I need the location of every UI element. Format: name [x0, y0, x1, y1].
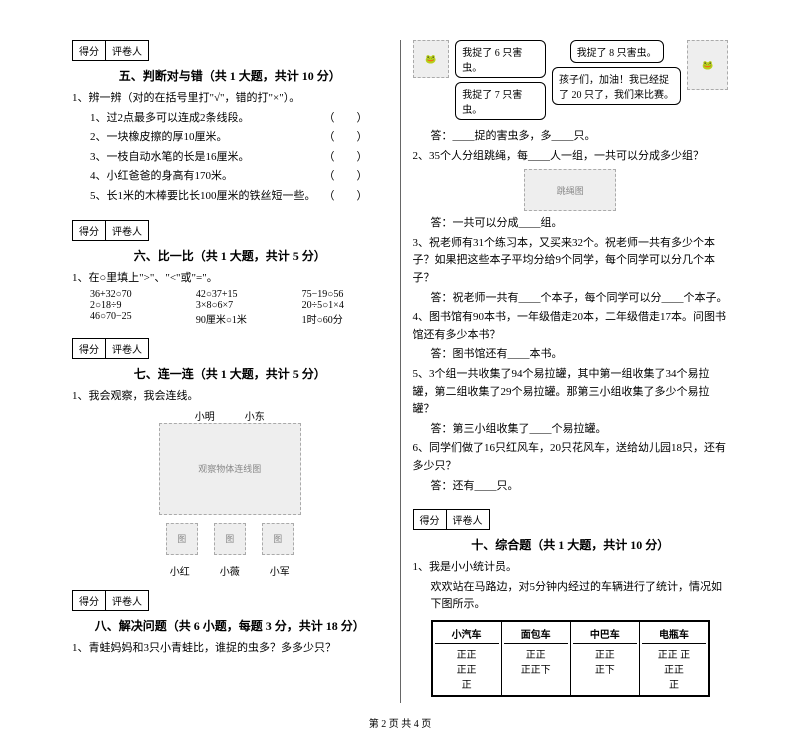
tally-col-4: 电瓶车 正正 正 正正 正 [640, 622, 708, 695]
s8-q6: 6、同学们做了16只红风车，20只花风车，送给幼儿园18只，还有多少只？ [413, 440, 729, 475]
grader-label: 评卷人 [106, 591, 148, 610]
s8-q5: 5、3个组一共收集了94个易拉罐，其中第一组收集了34个易拉罐，第二组收集了29… [413, 366, 729, 419]
object-icon: 图 [166, 523, 198, 555]
s8-q3: 3、祝老师有31个练习本，又买来32个。祝老师一共有多少个本子？如果把这些本子平… [413, 235, 729, 288]
object-icon: 图 [214, 523, 246, 555]
s8-q2: 2、35个人分组跳绳，每____人一组，一共可以分成多少组？ [413, 148, 729, 166]
s5-lead: 1、辨一辨（对的在括号里打"√"，错的打"×"）。 [72, 90, 388, 108]
left-column: 得分 评卷人 五、判断对与错（共 1 大题，共计 10 分） 1、辨一辨（对的在… [60, 40, 401, 703]
s6-lead: 1、在○里填上">"、"<"或"="。 [72, 270, 388, 288]
s6-row-2: 2○18÷93×8○6×720÷5○1×4 [72, 300, 388, 311]
s5-item-4: 4、小红爸爸的身高有170米。（ ） [72, 168, 388, 186]
grader-label: 评卷人 [447, 510, 489, 529]
s5-item-5: 5、长1米的木棒要比长100厘米的铁丝短一些。（ ） [72, 188, 388, 206]
s10-desc: 欢欢站在马路边，对5分钟内经过的车辆进行了统计，情况如下图所示。 [413, 579, 729, 614]
tally-col-1: 小汽车 正正 正正 正 [433, 622, 502, 695]
connect-figure: 小明小东 观察物体连线图 图 图 图 小红小薇小军 [72, 408, 388, 578]
score-box-s8: 得分 评卷人 [72, 590, 149, 611]
s8-ans6: 答：还有____只。 [413, 478, 729, 496]
page-footer: 第 2 页 共 4 页 [60, 715, 740, 730]
frog-mom-icon: 🐸 [687, 40, 728, 90]
connect-bottom-objects: 图 图 图 [72, 523, 388, 555]
score-box-s10: 得分 评卷人 [413, 509, 490, 530]
score-label: 得分 [73, 221, 106, 240]
section-8-title: 八、解决问题（共 6 小题，每题 3 分，共计 18 分） [72, 617, 388, 634]
s6-row-1: 36+32○7042○37+1575−19○56 [72, 289, 388, 300]
section-6-title: 六、比一比（共 1 大题，共计 5 分） [72, 247, 388, 264]
s8-ans2: 答：一共可以分成____组。 [413, 215, 729, 233]
s5-item-3: 3、一枝自动水笔的长是16厘米。（ ） [72, 149, 388, 167]
connect-top-labels: 小明小东 [72, 408, 388, 423]
s8-q4: 4、图书馆有90本书，一年级借走20本，二年级借走17本。问图书馆还有多少本书？ [413, 309, 729, 344]
s10-lead: 1、我是小小统计员。 [413, 559, 729, 577]
s8-ans4: 答：图书馆还有____本书。 [413, 346, 729, 364]
s8-ans1: 答：____捉的害虫多，多____只。 [413, 128, 729, 146]
right-column: 🐸 我捉了 6 只害虫。 我捉了 7 只害虫。 我捉了 8 只害虫。 孩子们，加… [401, 40, 741, 703]
s7-lead: 1、我会观察，我会连线。 [72, 388, 388, 406]
grader-label: 评卷人 [106, 221, 148, 240]
score-box-s5: 得分 评卷人 [72, 40, 149, 61]
frog-icon: 🐸 [413, 40, 450, 78]
tally-col-2: 面包车 正正 正正下 [502, 622, 571, 695]
grader-label: 评卷人 [106, 339, 148, 358]
bubble-3: 我捉了 8 只害虫。 [570, 40, 664, 63]
s5-item-1: 1、过2点最多可以连成2条线段。（ ） [72, 110, 388, 128]
object-icon: 图 [262, 523, 294, 555]
kids-image: 跳绳图 [524, 169, 616, 211]
section-7-title: 七、连一连（共 1 大题，共计 5 分） [72, 365, 388, 382]
score-label: 得分 [73, 339, 106, 358]
bubble-4: 孩子们，加油！我已经捉了 20 只了，我们来比赛。 [552, 67, 681, 105]
tally-col-3: 中巴车 正正 正下 [571, 622, 640, 695]
score-label: 得分 [73, 591, 106, 610]
score-label: 得分 [73, 41, 106, 60]
connect-image: 观察物体连线图 [159, 423, 301, 515]
s8-ans3: 答：祝老师一共有____个本子，每个同学可以分____个本子。 [413, 290, 729, 308]
s6-row-3: 46○70−2590厘米○1米1时○60分 [72, 311, 388, 326]
section-5-title: 五、判断对与错（共 1 大题，共计 10 分） [72, 67, 388, 84]
connect-bottom-labels: 小红小薇小军 [72, 563, 388, 578]
score-box-s6: 得分 评卷人 [72, 220, 149, 241]
s5-item-2: 2、一块橡皮擦的厚10厘米。（ ） [72, 129, 388, 147]
s8-ans5: 答：第三小组收集了____个易拉罐。 [413, 421, 729, 439]
score-label: 得分 [414, 510, 447, 529]
grader-label: 评卷人 [106, 41, 148, 60]
section-10-title: 十、综合题（共 1 大题，共计 10 分） [413, 536, 729, 553]
frog-scene: 🐸 我捉了 6 只害虫。 我捉了 7 只害虫。 我捉了 8 只害虫。 孩子们，加… [413, 40, 729, 120]
score-box-s7: 得分 评卷人 [72, 338, 149, 359]
page-columns: 得分 评卷人 五、判断对与错（共 1 大题，共计 10 分） 1、辨一辨（对的在… [60, 40, 740, 703]
bubble-1: 我捉了 6 只害虫。 [455, 40, 546, 78]
bubble-2: 我捉了 7 只害虫。 [455, 82, 546, 120]
tally-table: 小汽车 正正 正正 正 面包车 正正 正正下 中巴车 正正 正下 电瓶车 正正 … [431, 620, 711, 697]
s8-q1: 1、青蛙妈妈和3只小青蛙比，谁捉的虫多？多多少只？ [72, 640, 388, 658]
